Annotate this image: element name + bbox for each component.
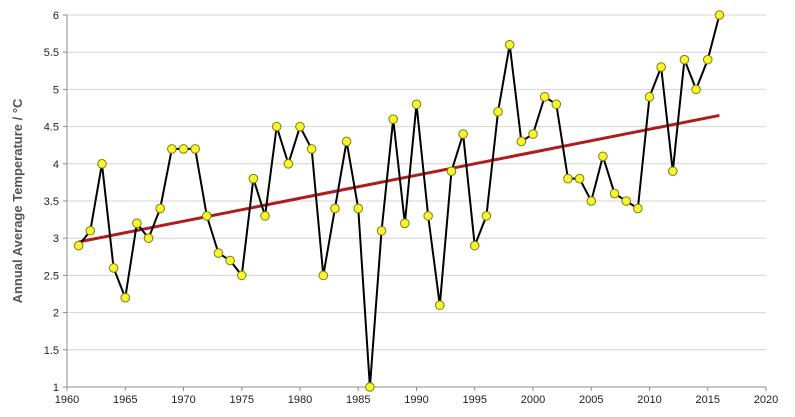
x-tick-label: 1985: [346, 394, 370, 406]
y-tick-label: 2.5: [44, 270, 59, 282]
data-point: [493, 106, 503, 117]
data-point: [143, 233, 154, 243]
data-point: [551, 99, 562, 110]
x-tick-label: 1975: [230, 394, 254, 406]
y-tick-label: 6: [53, 10, 59, 22]
data-point: [668, 166, 678, 177]
x-tick-label: 2015: [696, 394, 720, 406]
data-point: [202, 211, 212, 221]
x-tick-label: 1960: [55, 394, 79, 406]
data-point: [574, 173, 585, 184]
data-point: [714, 10, 725, 20]
data-point: [248, 173, 259, 184]
x-tick-label: 1990: [404, 394, 428, 406]
data-point: [353, 203, 364, 214]
y-tick-label: 5: [53, 84, 59, 96]
data-point: [108, 263, 119, 273]
data-point: [341, 136, 352, 147]
data-point: [563, 173, 573, 184]
gridlines: [67, 14, 766, 351]
data-point: [167, 144, 177, 154]
data-point: [633, 203, 643, 214]
data-points: [73, 10, 725, 392]
data-point: [644, 92, 655, 102]
x-tick-label: 1980: [288, 394, 312, 406]
data-point: [539, 92, 550, 102]
y-tick-label: 1: [53, 382, 59, 394]
data-point: [679, 54, 690, 65]
data-point: [446, 166, 457, 177]
x-tick-labels: 1960 1965 1970 1975 1980 1985 1990 1995 2000 2005…: [55, 394, 778, 406]
data-point: [97, 159, 107, 169]
x-tick-label: 1965: [113, 394, 137, 406]
data-point: [318, 270, 329, 281]
data-point: [400, 218, 410, 229]
data-point: [458, 129, 468, 139]
data-point: [469, 240, 480, 251]
data-point: [260, 211, 270, 221]
data-point: [423, 211, 433, 221]
data-point: [481, 211, 492, 221]
y-tick-label: 3: [53, 233, 59, 245]
y-tick-label: 5.5: [44, 47, 59, 59]
data-point: [330, 203, 340, 214]
x-tick-label: 2020: [754, 394, 778, 406]
data-point: [621, 196, 632, 206]
data-point: [178, 144, 189, 154]
data-point: [365, 382, 375, 392]
data-point: [236, 270, 247, 281]
x-tick-label: 2005: [579, 394, 603, 406]
y-tick-label: 3.5: [44, 196, 59, 208]
data-point: [504, 39, 515, 50]
axes: [63, 14, 767, 391]
data-point: [656, 62, 666, 72]
data-point: [411, 99, 422, 110]
data-point: [190, 144, 200, 154]
data-point: [306, 144, 317, 154]
y-tick-label: 1.5: [44, 345, 59, 357]
x-tick-label: 2010: [637, 394, 661, 406]
data-point: [598, 151, 608, 162]
data-point: [702, 54, 713, 65]
data-point: [376, 225, 387, 236]
data-point: [85, 225, 96, 236]
data-point: [155, 203, 165, 214]
y-tick-label: 2: [53, 308, 59, 320]
x-tick-label: 2000: [521, 394, 545, 406]
data-point: [283, 159, 294, 169]
data-point: [435, 300, 445, 310]
data-point: [120, 292, 131, 303]
data-point: [132, 218, 142, 229]
y-axis-label: Annual Average Temperature / °C: [10, 98, 25, 303]
y-tick-label: 4.5: [44, 122, 59, 134]
data-point: [225, 255, 235, 266]
y-tick-labels: 1 1.5 2 2.5 3 3.5 4 4.5 5 5.5 6: [44, 10, 59, 394]
data-point: [295, 121, 305, 132]
data-point: [586, 196, 597, 206]
x-tick-label: 1970: [171, 394, 195, 406]
data-point: [516, 136, 527, 147]
data-point: [528, 129, 538, 139]
y-tick-label: 4: [53, 159, 59, 171]
data-point: [609, 188, 620, 199]
data-point: [691, 84, 701, 95]
data-point: [271, 121, 282, 132]
x-tick-label: 1995: [463, 394, 487, 406]
data-point: [213, 248, 224, 258]
data-point: [388, 114, 399, 124]
data-point: [73, 240, 84, 251]
